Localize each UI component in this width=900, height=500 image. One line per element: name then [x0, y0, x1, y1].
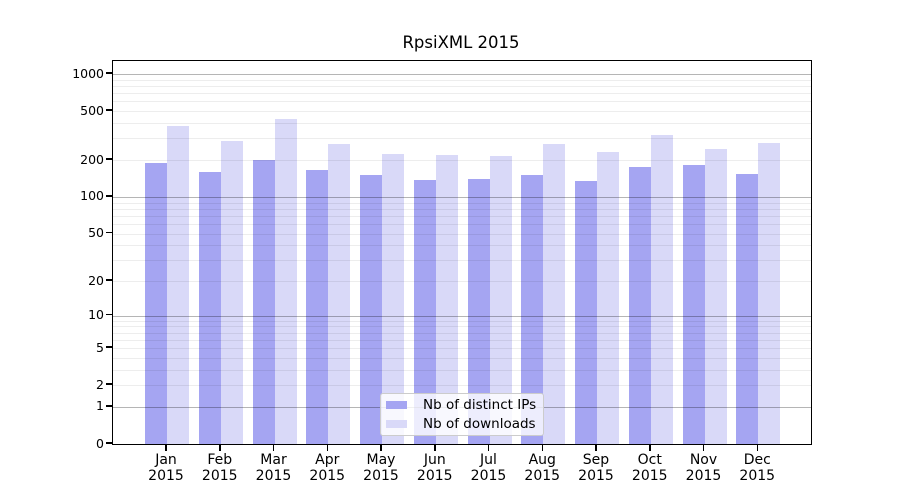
x-tick-mark — [272, 444, 275, 451]
bar-downloads-jun — [435, 154, 458, 444]
gridline-600 — [113, 101, 811, 103]
bar-downloads-jul — [489, 155, 512, 444]
y-tick-mark — [105, 195, 113, 197]
y-tick-mark — [105, 442, 113, 444]
x-tick-mark — [380, 444, 382, 451]
bar-distinct-ips-nov — [682, 164, 705, 444]
x-tick-label: Oct 2015 — [631, 452, 668, 484]
x-tick-label: Jun 2015 — [416, 452, 453, 484]
x-tick-label: Apr 2015 — [309, 452, 346, 484]
x-tick-mark — [702, 444, 705, 451]
bar-downloads-nov — [704, 148, 727, 444]
legend-swatch-distinct-ips — [386, 400, 407, 409]
bar-distinct-ips-may — [360, 174, 382, 444]
bar-downloads-apr — [328, 143, 351, 444]
bar-distinct-ips-mar — [252, 159, 275, 444]
gridline-500 — [113, 111, 811, 113]
gridline-300 — [113, 138, 811, 140]
plot-area — [112, 60, 812, 445]
bar-downloads-aug — [543, 143, 566, 444]
bar-downloads-dec — [758, 143, 781, 444]
legend-label-distinct-ips: Nb of distinct IPs — [423, 396, 537, 413]
x-tick-mark — [541, 444, 543, 451]
x-tick-mark — [326, 444, 328, 451]
bar-distinct-ips-sep — [575, 180, 597, 444]
bar-distinct-ips-jan — [145, 162, 167, 444]
y-tick-label: 1000 — [72, 65, 104, 81]
y-tick-label: 0 — [96, 435, 104, 451]
x-tick-mark — [434, 444, 436, 451]
x-tick-label: Feb 2015 — [201, 452, 238, 484]
bar-downloads-oct — [650, 134, 673, 444]
y-tick-mark — [105, 72, 113, 74]
x-tick-label: Nov 2015 — [685, 452, 722, 484]
bar-distinct-ips-jul — [467, 179, 490, 444]
gridline-1000 — [113, 74, 811, 75]
y-tick-mark — [105, 346, 113, 348]
y-tick-mark — [105, 231, 113, 234]
gridline-400 — [113, 123, 811, 124]
y-tick-label: 50 — [88, 225, 104, 240]
legend: Nb of distinct IPs Nb of downloads — [380, 393, 544, 436]
y-tick-mark — [105, 109, 113, 111]
y-tick-label: 500 — [80, 102, 104, 118]
y-tick-mark — [105, 279, 113, 281]
gridline-900 — [113, 79, 811, 81]
bar-downloads-jan — [167, 125, 189, 444]
y-tick-label: 2 — [96, 376, 104, 392]
x-tick-mark — [165, 444, 167, 451]
y-tick-label: 20 — [88, 272, 104, 288]
bar-downloads-may — [382, 154, 404, 444]
y-tick-label: 1 — [96, 398, 104, 414]
x-tick-mark — [595, 444, 597, 451]
x-tick-label: Mar 2015 — [255, 452, 292, 484]
bar-distinct-ips-oct — [628, 166, 651, 444]
x-tick-mark — [219, 444, 221, 451]
bar-distinct-ips-jun — [413, 180, 436, 444]
y-tick-label: 100 — [80, 188, 104, 204]
x-tick-label: May 2015 — [363, 452, 399, 484]
x-tick-mark — [756, 444, 758, 451]
x-tick-label: Jul 2015 — [470, 452, 507, 484]
bar-downloads-mar — [274, 118, 297, 444]
legend-item-distinct-ips: Nb of distinct IPs — [381, 397, 543, 413]
bar-distinct-ips-dec — [736, 173, 759, 444]
bar-distinct-ips-apr — [306, 170, 329, 444]
y-tick-mark — [105, 405, 113, 407]
y-tick-label: 5 — [96, 339, 104, 355]
legend-item-downloads: Nb of downloads — [381, 416, 543, 432]
bar-downloads-feb — [220, 140, 243, 444]
y-tick-mark — [105, 158, 113, 160]
legend-label-downloads: Nb of downloads — [423, 416, 536, 433]
y-tick-mark — [105, 313, 113, 316]
bar-distinct-ips-feb — [198, 171, 221, 444]
bar-downloads-sep — [597, 151, 619, 444]
x-tick-label: Sep 2015 — [578, 452, 614, 484]
chart-title: RpsiXML 2015 — [402, 33, 520, 52]
bar-distinct-ips-aug — [521, 174, 544, 444]
y-tick-mark — [105, 383, 113, 385]
legend-swatch-downloads — [386, 420, 407, 429]
y-tick-label: 10 — [88, 307, 104, 323]
x-tick-label: Jan 2015 — [148, 452, 184, 484]
y-tick-label: 200 — [80, 151, 104, 167]
x-tick-label: Dec 2015 — [739, 452, 776, 484]
x-tick-mark — [487, 444, 490, 451]
gridline-700 — [113, 93, 811, 95]
gridline-800 — [113, 86, 811, 87]
x-tick-label: Aug 2015 — [524, 452, 561, 484]
x-tick-mark — [649, 444, 651, 451]
